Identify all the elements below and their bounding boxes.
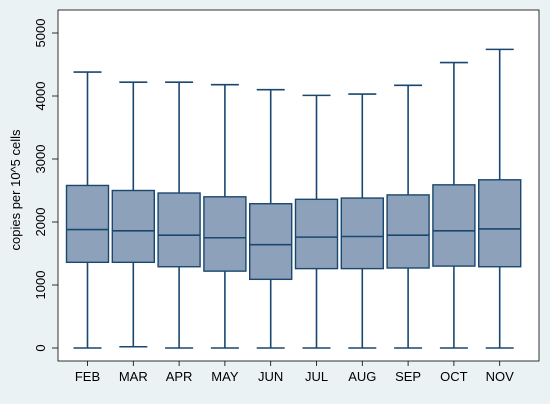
x-tick-label-nov: NOV	[486, 369, 515, 384]
box-sep	[386, 84, 430, 349]
box-feb	[65, 71, 110, 349]
iqr-box	[65, 184, 110, 264]
x-tick-label-feb: FEB	[75, 369, 100, 384]
iqr-box	[248, 203, 293, 281]
iqr-box	[111, 189, 156, 264]
y-tick-label: 3000	[33, 145, 48, 174]
x-tick-label-sep: SEP	[395, 369, 421, 384]
box-jun	[248, 88, 293, 349]
box-jul	[294, 94, 339, 349]
box-nov	[478, 48, 522, 349]
x-tick-label-jul: JUL	[305, 369, 328, 384]
y-tick-label: 2000	[33, 208, 48, 237]
iqr-box	[294, 198, 339, 270]
box-may	[203, 83, 247, 349]
x-axis-labels: FEB MAR APR MAY JUN JUL AUG SEP OCT NOV	[75, 361, 514, 384]
iqr-box	[386, 194, 430, 269]
y-axis-title: copies per 10^5 cells	[8, 129, 23, 250]
x-tick-label-apr: APR	[166, 369, 193, 384]
iqr-box	[203, 196, 247, 272]
y-tick-label: 5000	[33, 19, 48, 48]
box-apr	[157, 81, 201, 349]
iqr-box	[340, 197, 384, 270]
box-mar	[111, 81, 156, 348]
x-tick-label-jun: JUN	[258, 369, 283, 384]
y-tick-label: 4000	[33, 82, 48, 111]
x-tick-label-mar: MAR	[119, 369, 148, 384]
iqr-box	[432, 184, 476, 267]
y-tick-label: 1000	[33, 271, 48, 300]
box-oct	[432, 61, 476, 349]
iqr-box	[478, 179, 522, 268]
x-tick-label-may: MAY	[211, 369, 239, 384]
x-tick-label-aug: AUG	[348, 369, 376, 384]
box-aug	[340, 93, 384, 349]
y-tick-label: 0	[33, 344, 48, 351]
y-axis: 0 1000 2000 3000 4000 5000	[33, 19, 58, 352]
iqr-box	[157, 192, 201, 268]
x-tick-label-oct: OCT	[440, 369, 468, 384]
box-series	[65, 48, 522, 349]
